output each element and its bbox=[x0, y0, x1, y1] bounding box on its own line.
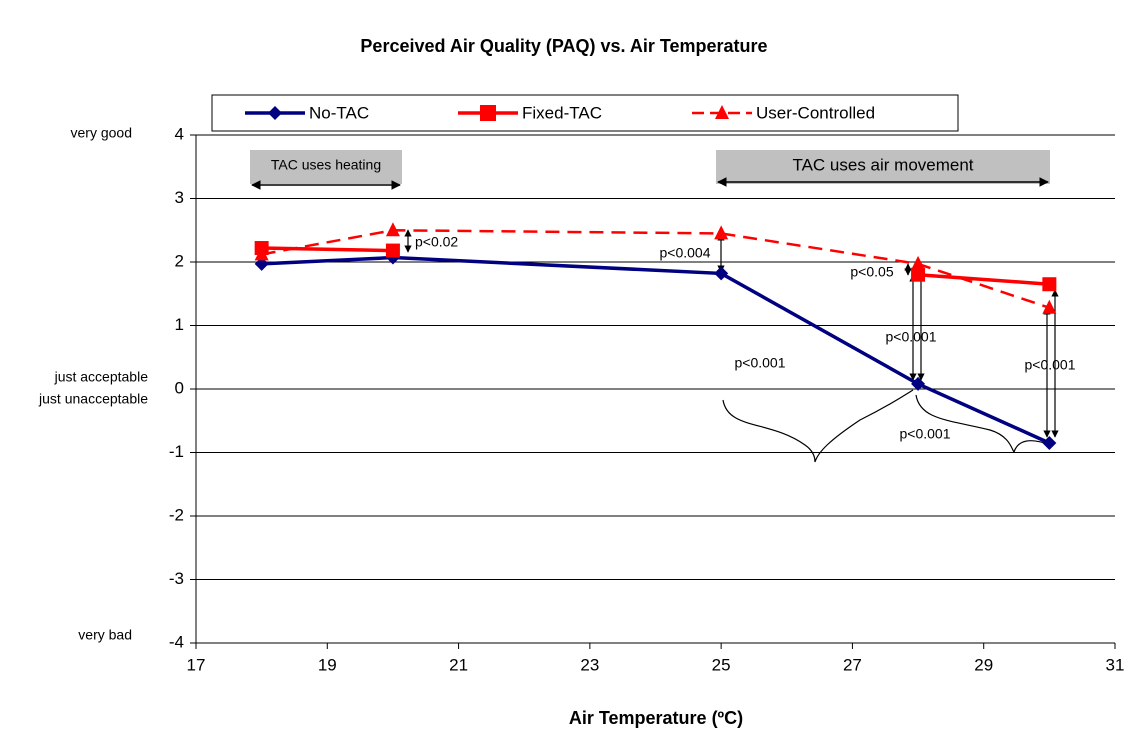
y-tick-label: -1 bbox=[169, 442, 184, 461]
y-tick-label: 1 bbox=[175, 315, 184, 334]
series bbox=[254, 241, 1057, 292]
line bbox=[917, 272, 1050, 286]
legend-marker bbox=[715, 105, 729, 119]
marker bbox=[1042, 299, 1057, 314]
y-tick-label: 2 bbox=[175, 251, 184, 270]
x-tick-label: 27 bbox=[843, 655, 862, 674]
legend-marker bbox=[480, 105, 496, 121]
series bbox=[254, 250, 1057, 450]
x-axis-label: Air Temperature (ºC) bbox=[569, 708, 743, 728]
x-tick-label: 21 bbox=[449, 655, 468, 674]
y-tick-label: -4 bbox=[169, 632, 184, 651]
y-tick-label: 0 bbox=[175, 378, 184, 397]
arrows bbox=[251, 177, 1049, 190]
line bbox=[261, 246, 393, 253]
y-tick-label: 4 bbox=[175, 124, 184, 143]
annotation: TAC uses air movement bbox=[792, 155, 973, 174]
legend-label: User-Controlled bbox=[756, 103, 875, 122]
x-tick-label: 25 bbox=[712, 655, 731, 674]
series bbox=[254, 222, 1057, 314]
marker bbox=[1042, 277, 1057, 292]
y-tick-label: -3 bbox=[169, 569, 184, 588]
marker bbox=[254, 256, 269, 271]
y-tick-label: -2 bbox=[169, 505, 184, 524]
annotation: p<0.001 bbox=[886, 329, 937, 345]
legend-box bbox=[211, 94, 959, 132]
legend-label: Fixed-TAC bbox=[522, 103, 602, 122]
legend-marker bbox=[268, 106, 282, 120]
annotation: TAC uses heating bbox=[271, 157, 381, 173]
annotation: p<0.001 bbox=[900, 426, 951, 442]
marker bbox=[1042, 435, 1057, 450]
annotation: p<0.05 bbox=[850, 264, 893, 280]
x-tick-label: 29 bbox=[974, 655, 993, 674]
marker bbox=[254, 246, 269, 261]
significance-arrows bbox=[404, 229, 1059, 463]
marker bbox=[911, 255, 926, 270]
marker bbox=[714, 225, 729, 240]
annotation: p<0.004 bbox=[660, 245, 711, 261]
annotation-box bbox=[250, 150, 402, 184]
line bbox=[261, 228, 1050, 309]
x-tick-label: 17 bbox=[187, 655, 206, 674]
legend-label: No-TAC bbox=[309, 103, 369, 122]
annotation: p<0.001 bbox=[1025, 357, 1076, 373]
marker bbox=[385, 243, 400, 258]
chart-title: Perceived Air Quality (PAQ) vs. Air Temp… bbox=[360, 36, 767, 56]
marker bbox=[714, 266, 729, 281]
annotation: p<0.001 bbox=[735, 355, 786, 371]
y-description: very bad bbox=[78, 627, 132, 643]
y-description: just unacceptable bbox=[38, 391, 148, 407]
y-description: very good bbox=[71, 125, 132, 141]
y-tick-label: 3 bbox=[175, 188, 184, 207]
x-tick-label: 19 bbox=[318, 655, 337, 674]
x-tick-label: 23 bbox=[580, 655, 599, 674]
x-tick-label: 31 bbox=[1106, 655, 1125, 674]
marker bbox=[385, 222, 400, 237]
marker bbox=[911, 267, 926, 282]
marker bbox=[911, 376, 926, 391]
y-description: just acceptable bbox=[54, 369, 149, 385]
annotation: p<0.02 bbox=[415, 234, 458, 250]
